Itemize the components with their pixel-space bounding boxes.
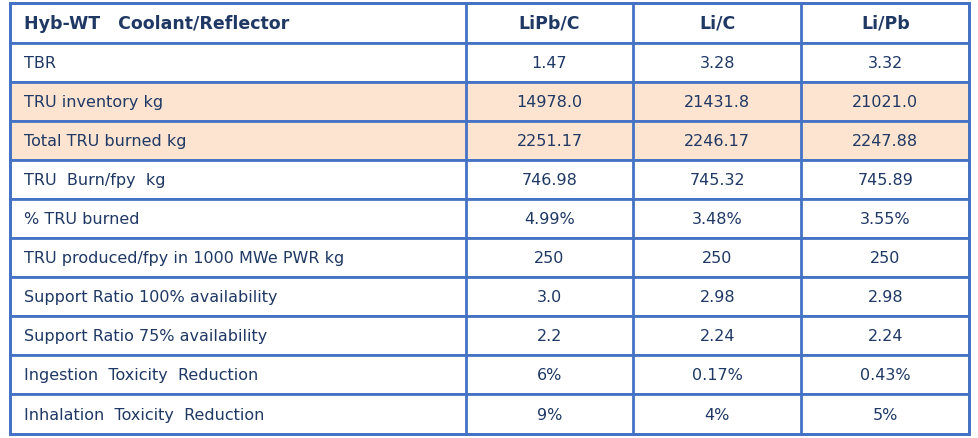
- Text: Li/Pb: Li/Pb: [860, 15, 909, 33]
- Text: 2.24: 2.24: [867, 328, 902, 343]
- Bar: [10, 121, 968, 160]
- Text: TBR: TBR: [24, 56, 56, 71]
- Text: 745.32: 745.32: [689, 173, 744, 187]
- Text: 2251.17: 2251.17: [515, 134, 582, 148]
- Text: 6%: 6%: [536, 367, 561, 382]
- Text: 5%: 5%: [871, 406, 897, 422]
- Bar: [10, 160, 968, 199]
- Text: 0.17%: 0.17%: [691, 367, 742, 382]
- Bar: [10, 239, 968, 278]
- Bar: [10, 356, 968, 395]
- Text: 250: 250: [701, 251, 732, 265]
- Text: 0.43%: 0.43%: [859, 367, 910, 382]
- Bar: [10, 82, 968, 121]
- Text: TRU inventory kg: TRU inventory kg: [24, 95, 163, 110]
- Bar: [10, 278, 968, 317]
- Text: Inhalation  Toxicity  Reduction: Inhalation Toxicity Reduction: [24, 406, 264, 422]
- Text: 2.98: 2.98: [867, 290, 902, 304]
- Text: Total TRU burned kg: Total TRU burned kg: [24, 134, 187, 148]
- Bar: [10, 199, 968, 239]
- Text: TRU produced/fpy in 1000 MWe PWR kg: TRU produced/fpy in 1000 MWe PWR kg: [24, 251, 344, 265]
- Text: TRU  Burn/fpy  kg: TRU Burn/fpy kg: [24, 173, 165, 187]
- Text: 250: 250: [534, 251, 564, 265]
- Bar: [10, 317, 968, 356]
- Text: % TRU burned: % TRU burned: [24, 212, 140, 226]
- Text: 21431.8: 21431.8: [684, 95, 750, 110]
- Text: Ingestion  Toxicity  Reduction: Ingestion Toxicity Reduction: [24, 367, 258, 382]
- Text: 1.47: 1.47: [531, 56, 566, 71]
- Text: 3.0: 3.0: [536, 290, 561, 304]
- Text: Support Ratio 100% availability: Support Ratio 100% availability: [24, 290, 278, 304]
- Text: 14978.0: 14978.0: [515, 95, 582, 110]
- Text: 4.99%: 4.99%: [523, 212, 574, 226]
- Text: 9%: 9%: [536, 406, 561, 422]
- Text: 3.48%: 3.48%: [691, 212, 742, 226]
- Text: 2246.17: 2246.17: [684, 134, 749, 148]
- Text: 2.2: 2.2: [536, 328, 561, 343]
- Text: 745.89: 745.89: [857, 173, 912, 187]
- Text: Support Ratio 75% availability: Support Ratio 75% availability: [24, 328, 267, 343]
- Text: 3.32: 3.32: [867, 56, 902, 71]
- Text: 2.98: 2.98: [699, 290, 734, 304]
- Text: 3.28: 3.28: [699, 56, 734, 71]
- Text: 2.24: 2.24: [699, 328, 734, 343]
- Text: 746.98: 746.98: [521, 173, 577, 187]
- Text: Hyb-WT   Coolant/Reflector: Hyb-WT Coolant/Reflector: [24, 15, 289, 33]
- Text: 3.55%: 3.55%: [859, 212, 910, 226]
- Text: 4%: 4%: [704, 406, 730, 422]
- Text: Li/C: Li/C: [698, 15, 734, 33]
- Bar: [10, 395, 968, 434]
- Bar: [10, 4, 968, 43]
- Text: 21021.0: 21021.0: [851, 95, 917, 110]
- Text: 250: 250: [869, 251, 900, 265]
- Bar: [10, 43, 968, 82]
- Text: LiPb/C: LiPb/C: [518, 15, 580, 33]
- Text: 2247.88: 2247.88: [851, 134, 917, 148]
